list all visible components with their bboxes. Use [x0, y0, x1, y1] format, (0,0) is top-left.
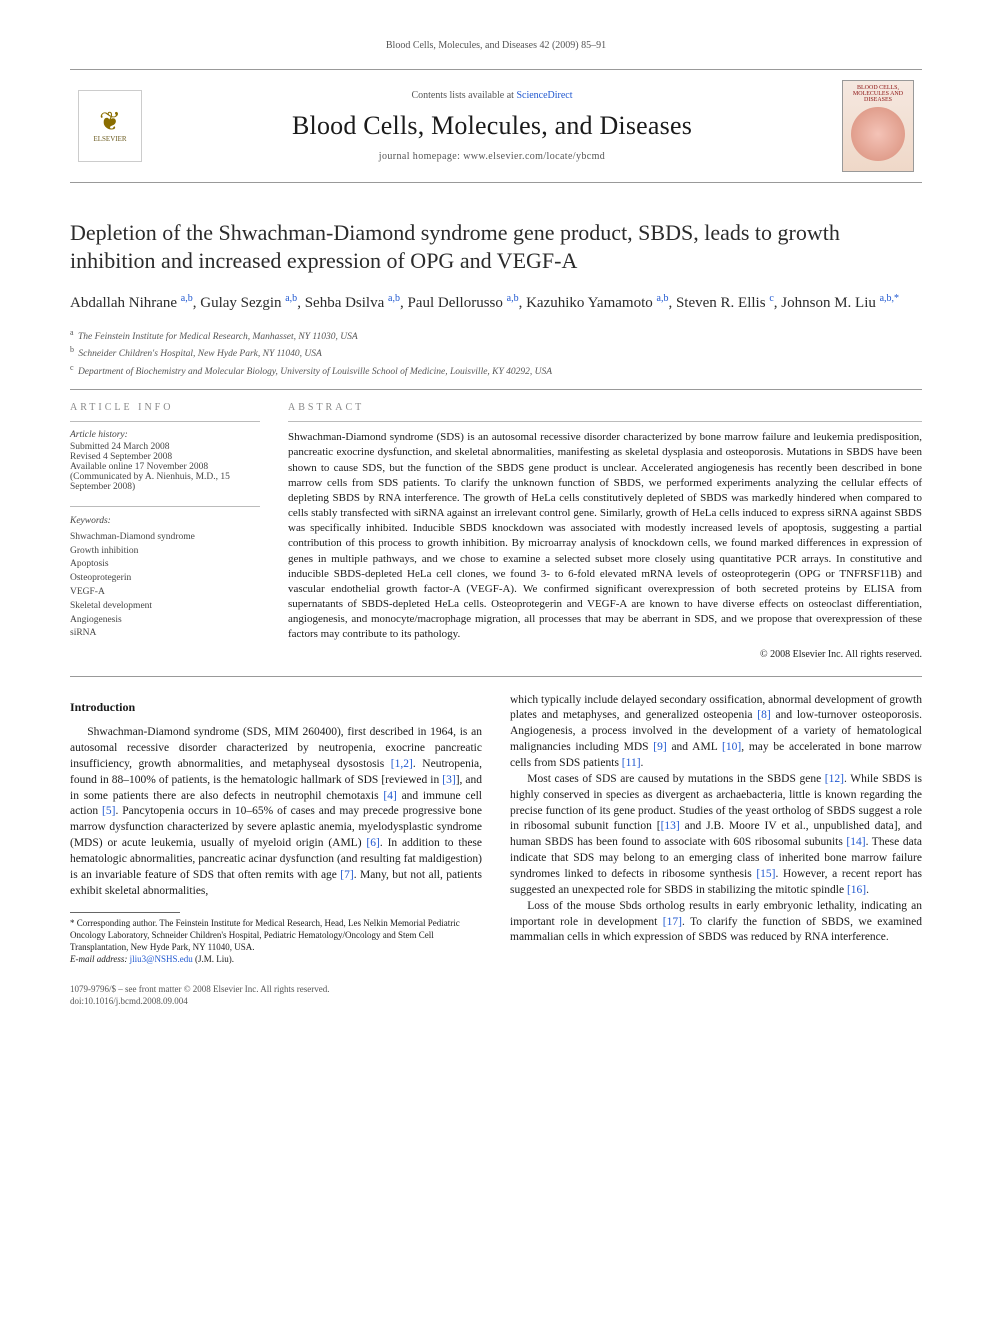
article-history-label: Article history:: [70, 430, 260, 440]
divider: [70, 676, 922, 677]
body-paragraph: Most cases of SDS are caused by mutation…: [510, 772, 922, 899]
history-online: Available online 17 November 2008: [70, 462, 260, 472]
keyword: Growth inhibition: [70, 545, 260, 559]
article-title: Depletion of the Shwachman-Diamond syndr…: [70, 219, 922, 275]
divider: [70, 389, 922, 390]
keyword: Osteoprotegerin: [70, 572, 260, 586]
abstract-text: Shwachman-Diamond syndrome (SDS) is an a…: [288, 421, 922, 642]
elsevier-label: ELSEVIER: [93, 135, 126, 143]
history-revised: Revised 4 September 2008: [70, 452, 260, 462]
doi: doi:10.1016/j.bcmd.2008.09.004: [70, 995, 922, 1007]
journal-masthead: ❦ ELSEVIER Contents lists available at S…: [70, 69, 922, 183]
keyword: Skeletal development: [70, 600, 260, 614]
keyword: siRNA: [70, 627, 260, 641]
sciencedirect-link[interactable]: ScienceDirect: [516, 90, 572, 101]
keywords-label: Keywords:: [70, 515, 260, 529]
introduction-heading: Introduction: [70, 699, 482, 716]
running-head: Blood Cells, Molecules, and Diseases 42 …: [70, 40, 922, 51]
homepage-url[interactable]: www.elsevier.com/locate/ybcmd: [463, 151, 605, 162]
contents-prefix: Contents lists available at: [411, 90, 516, 101]
body-paragraph: which typically include delayed secondar…: [510, 693, 922, 772]
cover-art-icon: [851, 107, 905, 161]
masthead-center: Contents lists available at ScienceDirec…: [156, 90, 828, 162]
journal-cover-thumbnail: BLOOD CELLS, MOLECULES AND DISEASES: [842, 80, 914, 172]
abstract-section: ABSTRACT Shwachman-Diamond syndrome (SDS…: [288, 402, 922, 659]
issn-copyright: 1079-9796/$ – see front matter © 2008 El…: [70, 983, 922, 995]
body-paragraph: Loss of the mouse Sbds ortholog results …: [510, 899, 922, 947]
cover-text: BLOOD CELLS, MOLECULES AND DISEASES: [847, 85, 909, 103]
front-matter-footer: 1079-9796/$ – see front matter © 2008 El…: [70, 983, 922, 1007]
journal-homepage: journal homepage: www.elsevier.com/locat…: [156, 151, 828, 162]
corresponding-email-link[interactable]: jliu3@NSHS.edu: [130, 954, 193, 964]
email-label: E-mail address:: [70, 954, 130, 964]
affiliation-c: c Department of Biochemistry and Molecul…: [70, 362, 922, 379]
body-paragraph: Shwachman-Diamond syndrome (SDS, MIM 260…: [70, 725, 482, 899]
authors-list: Abdallah Nihrane a,b, Gulay Sezgin a,b, …: [70, 291, 922, 315]
article-body: Introduction Shwachman-Diamond syndrome …: [70, 693, 922, 966]
affiliations: a The Feinstein Institute for Medical Re…: [70, 327, 922, 379]
email-line: E-mail address: jliu3@NSHS.edu (J.M. Liu…: [70, 953, 482, 965]
homepage-prefix: journal homepage:: [379, 151, 463, 162]
abstract-copyright: © 2008 Elsevier Inc. All rights reserved…: [288, 649, 922, 660]
journal-title: Blood Cells, Molecules, and Diseases: [156, 111, 828, 141]
footnote-rule: [70, 912, 180, 913]
affiliation-a: a The Feinstein Institute for Medical Re…: [70, 327, 922, 344]
affiliation-b: b Schneider Children's Hospital, New Hyd…: [70, 344, 922, 361]
keyword: Shwachman-Diamond syndrome: [70, 531, 260, 545]
keyword: VEGF-A: [70, 586, 260, 600]
history-submitted: Submitted 24 March 2008: [70, 442, 260, 452]
keyword: Apoptosis: [70, 558, 260, 572]
keyword: Angiogenesis: [70, 614, 260, 628]
article-info-heading: ARTICLE INFO: [70, 402, 260, 413]
abstract-heading: ABSTRACT: [288, 402, 922, 413]
footnotes: * Corresponding author. The Feinstein In…: [70, 917, 482, 966]
elsevier-logo: ❦ ELSEVIER: [78, 90, 142, 162]
contents-available-line: Contents lists available at ScienceDirec…: [156, 90, 828, 101]
corresponding-author-note: * Corresponding author. The Feinstein In…: [70, 917, 482, 953]
email-suffix: (J.M. Liu).: [193, 954, 234, 964]
elsevier-tree-icon: ❦: [99, 109, 121, 135]
history-communicated: (Communicated by A. Nienhuis, M.D., 15 S…: [70, 472, 260, 492]
article-info-sidebar: ARTICLE INFO Article history: Submitted …: [70, 402, 260, 659]
